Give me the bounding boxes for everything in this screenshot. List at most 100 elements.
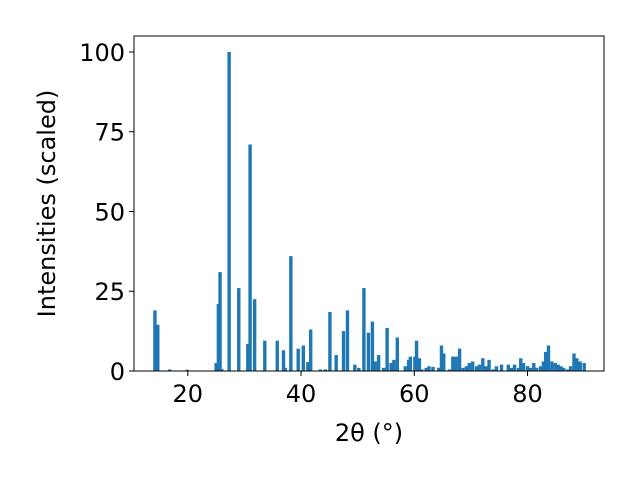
- bar: [376, 355, 381, 371]
- bar: [464, 366, 469, 371]
- bar: [389, 363, 393, 371]
- bar: [512, 364, 517, 371]
- bar: [516, 367, 521, 371]
- bar: [252, 299, 257, 371]
- bar: [582, 363, 586, 371]
- bar: [306, 362, 310, 371]
- y-tick-label: 75: [94, 119, 125, 147]
- bar: [543, 351, 548, 371]
- bar: [506, 364, 510, 371]
- bar: [395, 337, 400, 371]
- bar: [341, 331, 346, 371]
- bar: [481, 358, 485, 371]
- x-axis-ticks: 20 40 60 80: [173, 371, 543, 408]
- bar: [156, 324, 160, 371]
- bar: [550, 361, 554, 371]
- x-tick-label: 80: [512, 380, 543, 408]
- bar: [487, 359, 491, 371]
- bar: [353, 364, 357, 371]
- bar: [366, 332, 371, 371]
- bar: [541, 361, 546, 371]
- plot-frame: [133, 35, 605, 372]
- bar: [167, 369, 172, 371]
- bar: [227, 51, 231, 371]
- bar: [283, 367, 287, 371]
- bars-group: [153, 51, 586, 371]
- bar: [534, 367, 539, 371]
- bar: [528, 367, 533, 371]
- x-tick-label: 40: [286, 380, 317, 408]
- y-tick-label: 0: [110, 358, 125, 386]
- bar: [237, 288, 241, 371]
- bar: [417, 358, 422, 371]
- x-tick-label: 20: [173, 380, 204, 408]
- bar: [442, 353, 446, 371]
- bar: [461, 367, 465, 371]
- bar: [419, 369, 424, 371]
- bar: [546, 345, 551, 371]
- y-tick-label: 50: [94, 198, 125, 226]
- bar: [281, 350, 286, 371]
- bar: [538, 366, 543, 371]
- bar: [214, 363, 218, 371]
- bar: [521, 363, 526, 371]
- bar: [578, 361, 582, 371]
- bar: [318, 369, 322, 371]
- bar: [451, 356, 455, 371]
- bar: [467, 363, 471, 371]
- bar: [553, 363, 557, 371]
- y-tick-label: 100: [79, 39, 125, 67]
- bar: [382, 367, 386, 371]
- bar: [457, 348, 462, 371]
- bar: [362, 288, 366, 371]
- bar: [246, 343, 250, 371]
- bar: [572, 353, 576, 371]
- bar: [454, 356, 458, 371]
- bar: [357, 367, 361, 371]
- bar: [436, 367, 441, 371]
- bar: [556, 364, 560, 371]
- bar: [218, 272, 222, 371]
- bar: [519, 358, 523, 371]
- x-tick-label: 60: [399, 380, 430, 408]
- bar: [439, 345, 444, 371]
- bar: [289, 256, 293, 371]
- bar: [470, 361, 475, 371]
- bar: [562, 367, 566, 371]
- bar: [474, 366, 479, 371]
- bar: [345, 310, 350, 371]
- bar: [477, 364, 482, 371]
- bar: [296, 348, 300, 371]
- y-tick-label: 25: [94, 278, 125, 306]
- x-axis-label: 2θ (°): [335, 419, 403, 447]
- bar: [447, 369, 452, 371]
- bar: [328, 311, 332, 371]
- bar: [220, 369, 224, 371]
- bar: [392, 359, 396, 371]
- bar: [308, 329, 313, 371]
- bar: [185, 369, 189, 371]
- bar: [275, 340, 279, 371]
- y-axis-label: Intensities (scaled): [33, 90, 61, 318]
- bar: [414, 340, 419, 371]
- bar: [559, 366, 563, 371]
- bar: [334, 355, 338, 371]
- bar: [385, 327, 389, 371]
- bar: [427, 366, 431, 371]
- bar: [499, 364, 504, 371]
- bar: [403, 366, 407, 371]
- bar: [153, 310, 157, 371]
- bar: [301, 345, 306, 371]
- bar: [484, 366, 488, 371]
- y-axis-ticks: 0 25 50 75 100: [79, 39, 134, 386]
- bar: [575, 358, 579, 371]
- bar: [510, 367, 514, 371]
- bar: [494, 366, 499, 371]
- bar: [263, 340, 267, 371]
- bar: [532, 363, 536, 371]
- bar: [568, 366, 573, 371]
- bar: [525, 366, 530, 371]
- bar: [431, 366, 435, 371]
- bar: [323, 369, 328, 371]
